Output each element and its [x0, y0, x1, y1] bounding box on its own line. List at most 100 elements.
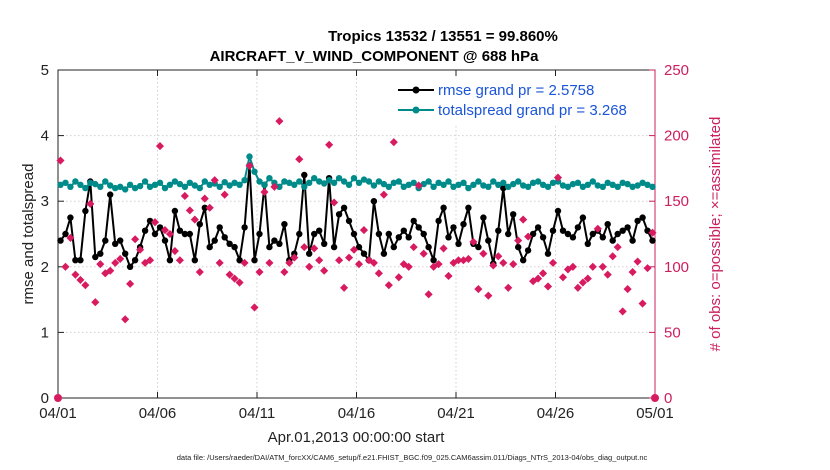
rmse-point — [485, 237, 492, 244]
rmse-point — [186, 230, 193, 238]
obs-assimilated-point — [434, 260, 443, 269]
x-tick-label: 04/01 — [39, 405, 77, 422]
obs-assimilated-point — [444, 271, 453, 281]
obs-assimilated-point — [593, 224, 602, 233]
totalspread-point — [629, 183, 636, 190]
totalspread-point — [584, 181, 591, 188]
totalspread-point — [365, 178, 373, 185]
rmse-point — [445, 234, 452, 241]
totalspread-point — [266, 175, 273, 182]
obs-assimilated-point — [643, 264, 652, 273]
y-right-tick-label: 250 — [664, 62, 689, 79]
rmse-point — [181, 230, 189, 238]
rmse-point — [539, 234, 547, 241]
rmse-point — [649, 237, 656, 244]
obs-assimilated-point — [175, 256, 184, 265]
rmse-point — [510, 211, 517, 218]
rmse-point — [450, 224, 457, 231]
totalspread-point — [286, 179, 293, 186]
rmse-point — [211, 237, 218, 244]
y-tick-label: 0 — [41, 390, 49, 407]
data-file-footnote: data file: /Users/raeder/DAI/ATM_forcXX/… — [177, 453, 648, 462]
totalspread-point — [156, 179, 164, 186]
rmse-point — [171, 207, 179, 215]
rmse-point — [360, 250, 368, 257]
obs-assimilated-point — [504, 283, 513, 292]
rmse-point — [589, 230, 596, 238]
obs-assimilated-point — [86, 199, 95, 208]
totalspread-point — [141, 178, 149, 185]
y-tick-label: 2 — [41, 259, 49, 276]
obs-assimilated-point — [280, 267, 289, 277]
totalspread-point — [87, 179, 94, 186]
totalspread-point — [176, 180, 184, 188]
rmse-point — [321, 240, 328, 247]
rmse-point — [559, 227, 567, 234]
chart-title: Tropics 13532 / 13551 = 99.860% — [328, 28, 558, 45]
rmse-point — [62, 230, 69, 238]
totalspread-point — [216, 183, 223, 190]
rmse-point — [221, 234, 228, 241]
obs-assimilated-point — [553, 173, 563, 182]
rmse-point — [196, 221, 203, 228]
obs-assimilated-point — [509, 260, 518, 269]
rmse-point — [554, 207, 562, 215]
totalspread-point — [107, 182, 114, 189]
obs-possible-marker — [54, 394, 62, 402]
totalspread-point — [191, 182, 198, 189]
obs-assimilated-point — [215, 258, 224, 267]
rmse-point — [340, 204, 348, 211]
totalspread-point — [57, 181, 64, 188]
totalspread-point — [325, 177, 333, 184]
obs-assimilated-point — [364, 256, 373, 265]
totalspread-point — [236, 181, 243, 188]
legend-label-totalspread: totalspread grand pr = 3.268 — [438, 102, 627, 119]
totalspread-point — [375, 178, 383, 185]
totalspread-point — [102, 178, 109, 185]
obs-assimilated-point — [96, 260, 105, 269]
rmse-point — [564, 230, 572, 238]
x-tick-label: 04/06 — [139, 405, 177, 422]
obs-assimilated-point — [344, 253, 354, 262]
rmse-point — [236, 257, 243, 264]
totalspread-point — [390, 179, 397, 186]
rmse-point — [629, 237, 636, 244]
totalspread-point — [505, 183, 512, 190]
totalspread-point — [480, 182, 487, 189]
totalspread-point — [475, 178, 482, 185]
obs-assimilated-point — [384, 281, 393, 290]
obs-assimilated-point — [136, 245, 145, 254]
totalspread-point — [67, 183, 74, 190]
totalspread-point — [430, 183, 437, 190]
rmse-point — [574, 224, 582, 231]
obs-assimilated-point — [474, 285, 483, 294]
obs-assimilated-point — [479, 249, 488, 258]
totalspread-point — [221, 179, 228, 186]
totalspread-point — [345, 181, 353, 188]
y-right-tick-label: 50 — [664, 324, 681, 341]
rmse-point — [465, 204, 472, 211]
rmse-point — [241, 224, 248, 231]
obs-assimilated-point — [374, 269, 383, 278]
totalspread-point — [455, 181, 462, 188]
rmse-point — [231, 243, 238, 251]
obs-assimilated-point — [534, 274, 543, 283]
totalspread-point — [122, 186, 129, 193]
totalspread-point — [465, 184, 472, 192]
rmse-point — [544, 250, 552, 257]
obs-assimilated-point — [484, 291, 493, 300]
totalspread-point — [370, 182, 378, 189]
rmse-point — [425, 243, 432, 251]
totalspread-point — [306, 179, 313, 186]
obs-assimilated-point — [320, 266, 329, 275]
y-tick-label: 4 — [41, 128, 49, 145]
obs-assimilated-point — [310, 244, 319, 253]
obs-assimilated-point — [235, 278, 244, 287]
totalspread-point — [510, 180, 517, 188]
rmse-point — [107, 191, 114, 198]
totalspread-point — [291, 181, 298, 188]
obs-assimilated-point — [121, 315, 130, 324]
totalspread-point — [500, 179, 507, 186]
y-tick-label: 1 — [41, 324, 49, 341]
